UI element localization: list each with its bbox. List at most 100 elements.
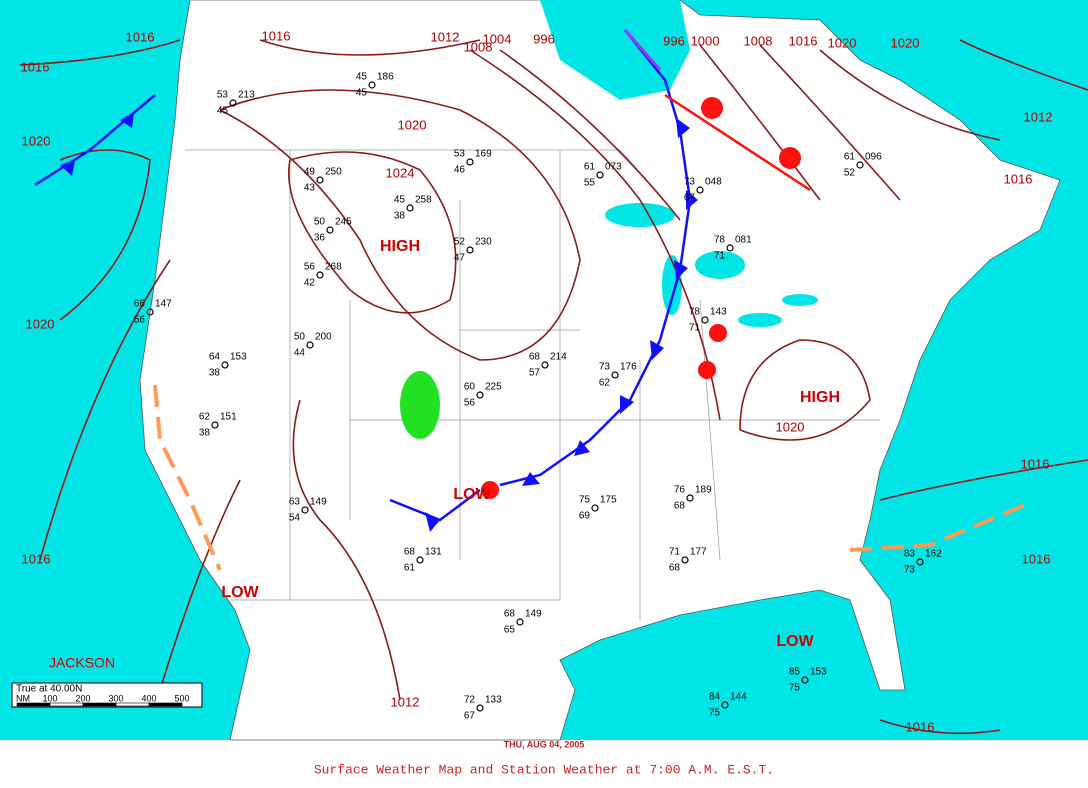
station-temp: 66 [134,299,146,310]
isobar-label: 1008 [464,39,493,54]
station-dew: 61 [404,563,416,574]
scale-units: NM [16,693,30,703]
isobar-label: 1016 [262,28,291,43]
station-temp: 73 [684,177,696,188]
land [139,0,1061,741]
station-dew: 68 [669,563,681,574]
station-dew: 45 [217,106,229,117]
station-marker [416,556,424,564]
station-pressure: 143 [710,307,727,318]
station-dew: 75 [709,708,721,719]
station-pressure: 245 [335,217,352,228]
station-temp: 52 [454,237,466,248]
station-pressure: 147 [155,299,172,310]
isobar-label: 1012 [431,29,460,44]
place-label: JACKSON [49,655,115,671]
station-dew: 45 [356,88,368,99]
station-marker [301,506,309,514]
isobar-label: 1020 [398,117,427,132]
station-pressure: 131 [425,547,442,558]
station-dew: 71 [714,251,726,262]
station-pressure: 213 [238,90,255,101]
scale-bar: 100 200 300 400 500 [16,693,190,707]
isobar-label: 1016 [1022,551,1051,566]
station-dew: 52 [844,168,856,179]
station-marker [211,421,219,429]
station-dew: 38 [209,368,221,379]
station-pressure: 225 [485,382,502,393]
station-marker [316,176,324,184]
station-marker [611,371,619,379]
station-marker [916,558,924,566]
isobar-label: 996 [663,33,685,48]
station-pressure: 048 [705,177,722,188]
station-pressure: 153 [230,352,247,363]
warm-front [664,93,811,192]
station-temp: 62 [199,412,211,423]
station-marker [466,246,474,254]
isobar-label: 1024 [386,165,415,180]
station-pressure: 186 [377,72,394,83]
station-pressure: 169 [475,149,492,160]
station-pressure: 230 [475,237,492,248]
station-dew: 71 [689,323,701,334]
pressure-center: LOW [453,486,491,503]
isobar-label: 1012 [391,694,420,709]
scale-title: True at 40.00N [16,684,82,695]
station-dew: 43 [304,183,316,194]
station-temp: 83 [904,549,916,560]
station-dew: 42 [304,278,316,289]
hudson-bay [540,0,690,100]
station-pressure: 153 [810,667,827,678]
station-temp: 45 [394,195,406,206]
station-marker [466,158,474,166]
warm-symbols [481,97,801,499]
station-dew: 65 [504,625,516,636]
scale-segment [82,702,117,707]
station-marker [146,308,154,316]
station-marker [701,316,709,324]
station-dew: 56 [464,398,476,409]
station-marker [801,676,809,684]
scale-tick-label: 400 [141,693,156,703]
station-marker [516,618,524,626]
isobar-label: 1016 [789,33,818,48]
station-temp: 50 [314,217,326,228]
station-temp: 71 [669,547,681,558]
scale-segment [115,702,150,707]
station-pressure: 258 [415,195,432,206]
station-dew: 62 [599,378,611,389]
station-marker [856,161,864,169]
scale-segment [49,702,84,707]
isobars [19,39,1088,735]
great-lakes [605,203,818,327]
isobar-label: 1020 [891,35,920,50]
station-pressure: 096 [865,152,882,163]
station-temp: 63 [289,497,301,508]
station-pressure: 144 [730,692,747,703]
station-dew: 55 [584,178,596,189]
station-temp: 75 [579,495,591,506]
station-temp: 50 [294,332,306,343]
scale-tick-label: 200 [75,693,90,703]
station-dew: 36 [314,233,326,244]
station-temp: 76 [674,485,686,496]
station-pressure: 073 [605,162,622,173]
station-marker [229,99,237,107]
station-dew: 44 [294,348,306,359]
isobar-label: 1012 [1024,109,1053,124]
station-marker [326,226,334,234]
station-pressure: 189 [695,485,712,496]
station-marker [721,701,729,709]
station-temp: 78 [689,307,701,318]
front-symbols [60,112,698,532]
station-marker [406,204,414,212]
isobar-label: 1016 [906,719,935,734]
isobar-label: 1004 [483,31,512,46]
station-dew: 57 [529,368,541,379]
station-temp: 61 [844,152,856,163]
isobar-label: 1020 [22,133,51,148]
station-marker [681,556,689,564]
isobar-label: 1016 [1004,171,1033,186]
station-marker [476,391,484,399]
